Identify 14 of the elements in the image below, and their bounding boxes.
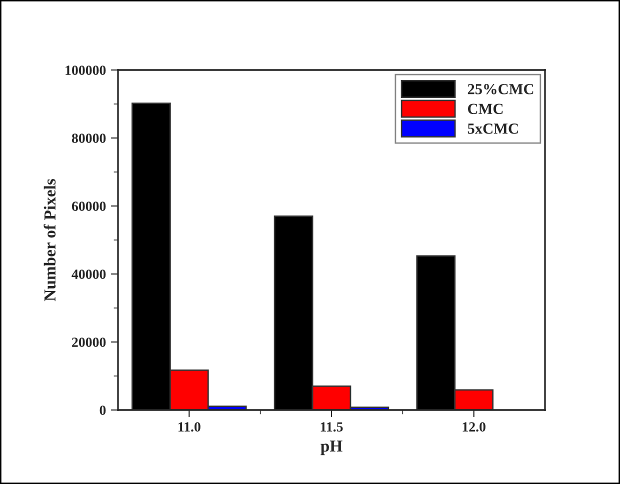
legend-label: CMC xyxy=(468,104,503,114)
y-tick-label: 0 xyxy=(100,406,106,415)
y-tick-label: 60000 xyxy=(72,202,106,211)
y-axis-title: Number of Pixels xyxy=(44,178,56,302)
legend-label: 25%CMC xyxy=(468,84,534,94)
legend-label: 5xCMC xyxy=(468,124,518,134)
y-tick-label: 40000 xyxy=(72,270,106,279)
x-tick-label: 11.0 xyxy=(178,422,200,432)
x-tick-label: 12.0 xyxy=(462,422,486,432)
y-tick-label: 20000 xyxy=(72,338,106,347)
y-tick-label: 100000 xyxy=(66,66,106,75)
x-tick-label: 11.5 xyxy=(320,422,343,432)
x-axis-title: pH xyxy=(320,440,342,456)
y-tick-label: 80000 xyxy=(72,134,106,143)
